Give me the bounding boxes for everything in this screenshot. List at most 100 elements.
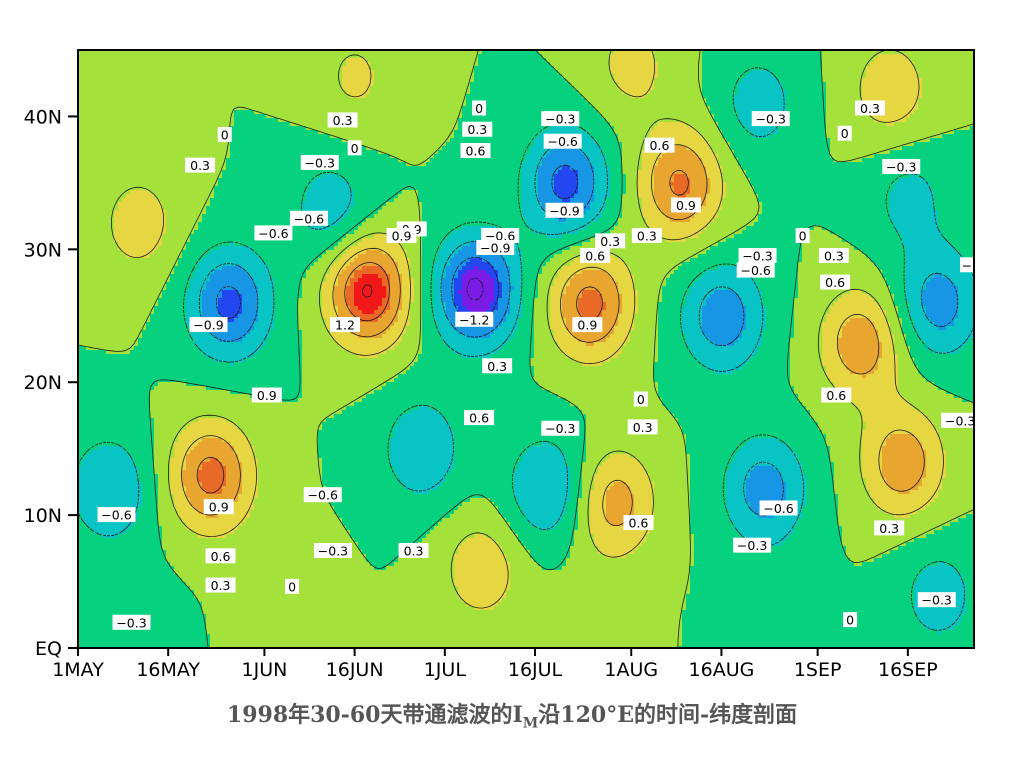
field-cell [874, 262, 907, 267]
field-cell [318, 434, 395, 439]
field-cell [862, 410, 923, 415]
field-cell [570, 498, 579, 503]
contour-label-box [623, 515, 654, 531]
field-cell [850, 558, 875, 563]
field-cell [350, 182, 523, 187]
contour-label: −0.3 [313, 542, 352, 558]
field-cell [782, 118, 827, 123]
field-cell [346, 250, 367, 255]
field-cell [350, 278, 359, 283]
field-cell [522, 178, 539, 183]
field-cell [154, 386, 207, 391]
contour-label: 0.3 [595, 233, 626, 249]
field-cell [154, 438, 179, 443]
field-cell [650, 526, 691, 531]
field-cell [706, 174, 723, 179]
field-cell [682, 642, 974, 647]
field-cell [158, 478, 171, 483]
field-cell [138, 466, 155, 471]
field-cell [382, 278, 391, 283]
field-cell [638, 294, 663, 299]
field-cell [786, 102, 827, 107]
field-cell [114, 234, 163, 239]
field-cell [734, 106, 787, 111]
contour-label-text: −1.2 [459, 312, 489, 327]
field-cell [658, 310, 683, 315]
field-cell [594, 186, 611, 191]
field-cell [914, 142, 974, 147]
field-cell [798, 454, 831, 459]
field-cell [590, 102, 707, 107]
field-cell [322, 314, 339, 319]
field-cell [106, 350, 131, 355]
field-cell [134, 346, 199, 351]
field-cell [618, 286, 635, 291]
field-cell [846, 550, 891, 555]
field-cell [234, 362, 303, 367]
field-cell [726, 478, 747, 483]
field-cell [178, 574, 455, 579]
field-cell [806, 494, 839, 499]
field-cell [78, 566, 175, 571]
field-cell [790, 446, 831, 451]
field-cell [574, 530, 591, 535]
field-cell [402, 414, 443, 419]
field-cell [78, 362, 231, 367]
field-cell [158, 506, 175, 511]
field-cell [402, 482, 443, 487]
field-cell [358, 306, 379, 311]
field-cell [322, 294, 335, 299]
field-cell [78, 314, 151, 319]
contour-label: 0.9 [386, 228, 417, 244]
field-cell [710, 106, 735, 111]
field-cell [218, 178, 315, 183]
field-cell [226, 482, 243, 487]
field-cell [550, 322, 567, 327]
field-cell [638, 190, 655, 195]
field-cell [870, 62, 915, 67]
field-cell [450, 422, 587, 427]
field-cell [918, 614, 963, 619]
field-cell [538, 186, 555, 191]
field-cell [386, 382, 539, 387]
field-cell [822, 322, 847, 327]
field-cell [314, 178, 347, 183]
field-cell [606, 494, 635, 499]
field-cell [250, 514, 339, 519]
field-cell [98, 446, 123, 451]
field-cell [638, 458, 691, 463]
field-cell [382, 206, 423, 211]
field-cell [918, 438, 943, 443]
field-cell [602, 146, 623, 151]
field-cell [798, 518, 839, 523]
field-cell [742, 534, 791, 539]
field-cell [922, 570, 959, 575]
field-cell [78, 298, 159, 303]
field-cell [350, 310, 363, 315]
field-cell [154, 454, 175, 459]
field-cell [462, 226, 499, 231]
field-cell [454, 290, 459, 295]
field-cell [834, 158, 863, 163]
field-cell [794, 330, 823, 335]
field-cell [498, 510, 523, 515]
y-tick-label: 20N [24, 372, 62, 394]
field-cell [302, 346, 343, 351]
field-cell [242, 310, 259, 315]
field-cell [918, 618, 963, 623]
field-cell [874, 498, 935, 503]
field-cell [402, 282, 415, 287]
field-cell [726, 486, 747, 491]
field-cell [402, 306, 411, 311]
field-cell [154, 462, 171, 467]
field-cell [318, 442, 391, 447]
field-cell [166, 230, 195, 235]
field-cell [542, 266, 563, 271]
field-cell [78, 162, 227, 167]
field-cell [434, 274, 447, 279]
field-cell [690, 350, 759, 355]
field-cell [458, 126, 551, 131]
field-cell [826, 366, 847, 371]
field-cell [506, 518, 527, 523]
field-cell [566, 562, 695, 567]
